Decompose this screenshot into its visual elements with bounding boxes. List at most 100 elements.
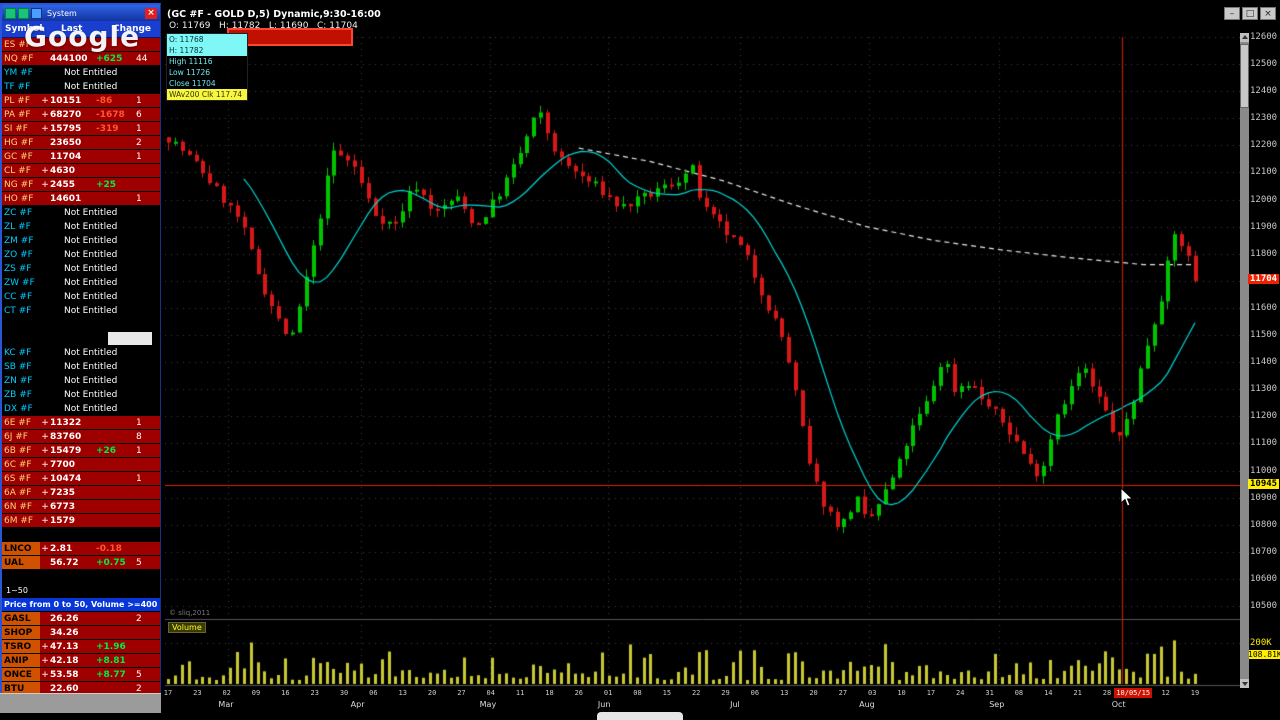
symbol-cell: HG #F — [4, 138, 34, 148]
expand-cell: + — [41, 488, 49, 498]
last-cell: 11704 — [50, 152, 82, 162]
symbol-cell: 6J #F — [4, 432, 28, 442]
quote-row[interactable]: LNCO +2.81 -0.18 — [2, 542, 160, 556]
quote-row[interactable]: ES #F — [2, 38, 160, 52]
toolbar-button-icon[interactable] — [31, 7, 42, 19]
quote-row[interactable]: YM #F Not Entitled — [2, 66, 160, 80]
date-axis-label: 14 — [1044, 689, 1053, 697]
quote-row[interactable]: NG #F +2455 +25 — [2, 178, 160, 192]
symbol-cell: SHOP — [2, 626, 40, 639]
quote-row[interactable]: TF #F Not Entitled — [2, 80, 160, 94]
quote-row[interactable]: ZS #F Not Entitled — [2, 262, 160, 276]
symbol-cell: NQ #F — [4, 54, 34, 64]
expand-cell — [40, 388, 50, 401]
scrollbar-thumb[interactable] — [1240, 44, 1249, 108]
quote-row[interactable]: CC #F Not Entitled — [2, 290, 160, 304]
month-axis-label: Jun — [597, 700, 611, 709]
quote-row[interactable]: ONCE +53.58 +8.77 5 — [2, 668, 160, 682]
expand-cell — [40, 206, 50, 219]
list-label-row[interactable]: 1~50 — [2, 584, 160, 598]
quote-row[interactable]: SI #F +15795 -319 1 — [2, 122, 160, 136]
quote-row[interactable]: 6E #F +11322 1 — [2, 416, 160, 430]
quote-row[interactable]: PL #F +10151 -86 1 — [2, 94, 160, 108]
date-axis-label: 12 — [1161, 689, 1170, 697]
symbol-cell: 6S #F — [4, 474, 32, 484]
alert-price-tag: 10945 — [1248, 479, 1280, 490]
price-chart-canvas[interactable] — [165, 33, 1240, 688]
quote-row[interactable]: SHOP 34.26 — [2, 626, 160, 640]
quote-row[interactable]: ZB #F Not Entitled — [2, 388, 160, 402]
quote-row[interactable]: HG #F 23650 2 — [2, 136, 160, 150]
quote-row[interactable] — [2, 332, 160, 346]
extra-cell — [136, 626, 160, 639]
price-axis-label: 12400 — [1250, 86, 1278, 97]
date-axis-label: 06 — [369, 689, 378, 697]
quote-row[interactable]: 6A #F +7235 — [2, 486, 160, 500]
study-legend[interactable]: O: 11768 H: 11782 High 11116 Low 11726 Close… — [166, 33, 248, 101]
month-axis-label: Sep — [989, 700, 1005, 709]
bottom-center-tab[interactable] — [597, 712, 683, 720]
last-cell: 14601 — [50, 194, 82, 204]
quote-row[interactable]: ANIP +42.18 +8.81 — [2, 654, 160, 668]
quote-row[interactable]: 6N #F +6773 — [2, 500, 160, 514]
last-cell: 15795 — [50, 124, 82, 134]
screener-header-row[interactable]: Price from 0 to 50, Volume >=400 — [2, 598, 160, 612]
minimize-button[interactable]: – — [1224, 7, 1240, 20]
expand-cell: + — [41, 544, 49, 554]
scroll-down-icon[interactable] — [1240, 679, 1249, 688]
quote-row[interactable]: ZN #F Not Entitled — [2, 374, 160, 388]
quote-row[interactable] — [2, 528, 160, 542]
maximize-button[interactable]: □ — [1242, 7, 1258, 20]
toolbar-button-icon[interactable] — [5, 7, 16, 19]
expand-cell — [40, 374, 50, 387]
quote-window-title: System — [47, 8, 77, 18]
quote-row[interactable]: GASL 26.26 2 — [2, 612, 160, 626]
quote-row[interactable]: ZM #F Not Entitled — [2, 234, 160, 248]
change-cell — [96, 192, 136, 205]
quote-row[interactable]: UAL 56.72 +0.75 5 — [2, 556, 160, 570]
change-cell — [96, 458, 136, 471]
scroll-up-icon[interactable] — [1240, 33, 1249, 42]
chart-window: (GC #F - GOLD D,5) Dynamic,9:30-16:00 – … — [163, 0, 1280, 720]
quote-row[interactable]: TSRO +47.13 +1.96 — [2, 640, 160, 654]
quote-row[interactable]: ZO #F Not Entitled — [2, 248, 160, 262]
price-axis-label: 10700 — [1250, 546, 1278, 557]
quote-row[interactable]: 6J #F +83760 8 — [2, 430, 160, 444]
quote-row[interactable]: KC #F Not Entitled — [2, 346, 160, 360]
quote-row[interactable] — [2, 570, 160, 584]
vertical-scrollbar[interactable] — [1240, 33, 1249, 688]
quote-window: System × Symbol Last Change ES #F NQ #F 44… — [0, 3, 161, 696]
quote-row[interactable]: BTU 22.60 2 — [2, 682, 160, 696]
column-header-symbol[interactable]: Symbol — [5, 24, 43, 34]
date-axis-label: 26 — [574, 689, 584, 697]
quote-row[interactable]: 6B #F +15479 +26 1 — [2, 444, 160, 458]
column-header-change[interactable]: Change — [113, 24, 152, 34]
extra-cell: 1 — [136, 152, 142, 162]
quote-row[interactable]: SB #F Not Entitled — [2, 360, 160, 374]
quote-row[interactable]: 6M #F +1579 — [2, 514, 160, 528]
quote-row[interactable]: 6S #F +10474 1 — [2, 472, 160, 486]
quote-row[interactable]: NQ #F 444100 +625 44 — [2, 52, 160, 66]
quote-row[interactable] — [2, 318, 160, 332]
quote-row[interactable]: GC #F 11704 1 — [2, 150, 160, 164]
not-entitled-cell: Not Entitled — [64, 208, 118, 218]
date-axis-label: 23 — [193, 689, 202, 697]
quote-row[interactable]: DX #F Not Entitled — [2, 402, 160, 416]
quote-row[interactable]: HO #F 14601 1 — [2, 192, 160, 206]
extra-cell — [136, 654, 160, 667]
toolbar-button-icon[interactable] — [18, 7, 29, 19]
window-controls: – □ × — [1224, 7, 1276, 20]
quote-row[interactable]: 6C #F +7700 — [2, 458, 160, 472]
quote-row[interactable]: ZW #F Not Entitled — [2, 276, 160, 290]
quote-row[interactable]: ZC #F Not Entitled — [2, 206, 160, 220]
last-cell: 68270 — [50, 110, 82, 120]
last-cell: 26.26 — [50, 614, 79, 624]
column-header-last[interactable]: Last — [61, 24, 83, 34]
close-icon[interactable]: × — [145, 7, 157, 19]
date-axis-label: 20 — [427, 689, 437, 697]
quote-row[interactable]: ZL #F Not Entitled — [2, 220, 160, 234]
quote-row[interactable]: CL #F +4630 — [2, 164, 160, 178]
close-button[interactable]: × — [1260, 7, 1276, 20]
quote-row[interactable]: PA #F +68270 -1678 6 — [2, 108, 160, 122]
quote-row[interactable]: CT #F Not Entitled — [2, 304, 160, 318]
